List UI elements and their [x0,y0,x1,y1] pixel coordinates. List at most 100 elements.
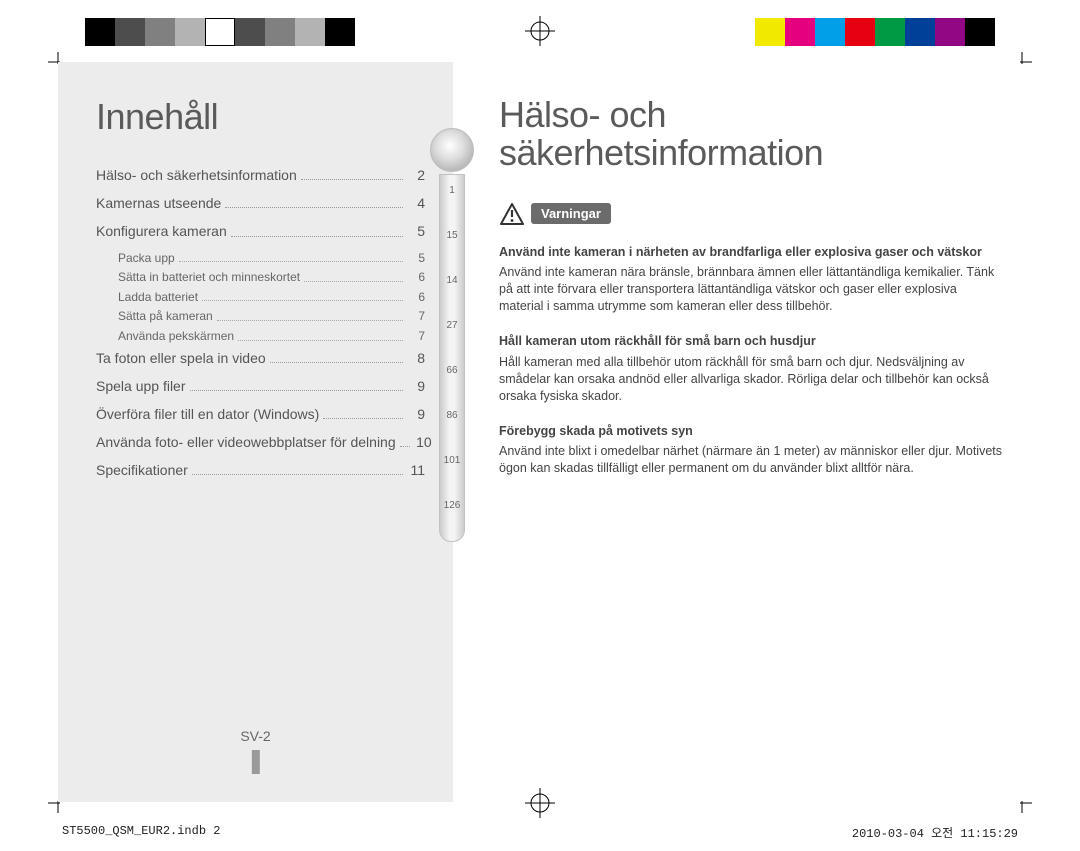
toc-leader [231,222,403,236]
dial-tick: 1 [449,185,455,196]
swatch [145,18,175,46]
toc-entry: Ta foton eller spela in video 8 [96,349,425,367]
warning-icon [499,202,525,226]
toc-page: 5 [407,222,425,240]
toc-page: 2 [407,166,425,184]
toc-leader [202,290,403,302]
toc-page: 11 [407,461,425,479]
swatch [175,18,205,46]
swatch [875,18,905,46]
toc-entry: Använda foto- eller videowebbplatser för… [96,433,425,451]
dial-graphic: 1 15 14 27 66 86 101 126 [429,128,475,648]
footer-file: ST5500_QSM_EUR2.indb 2 [62,824,220,841]
toc-label: Använda pekskärmen [118,329,234,345]
toc-entry: Använda pekskärmen 7 [96,329,425,345]
dial-tick: 126 [444,500,461,511]
toc-label: Överföra filer till en dator (Windows) [96,405,319,423]
footer-stamp: 2010-03-04 오전 11:15:29 [852,824,1018,841]
swatch [115,18,145,46]
swatch [815,18,845,46]
toc-page: 9 [407,405,425,423]
page-number: SV-2 [240,728,270,774]
toc-label: Ladda batteriet [118,290,198,306]
warning-label: Varningar [531,203,611,224]
safety-section: Förebygg skada på motivets syn Använd int… [499,423,1002,478]
dial-tick: 27 [446,320,457,331]
right-column: Hälso- och säkerhetsinformation Varninga… [453,62,1022,802]
toc-leader [225,194,403,208]
dial-tick: 101 [444,455,461,466]
toc-entry: Ladda batteriet 6 [96,290,425,306]
print-footer: ST5500_QSM_EUR2.indb 2 2010-03-04 오전 11:… [62,824,1018,841]
swatch [905,18,935,46]
section-body: Håll kameran med alla tillbehör utom räc… [499,354,1002,405]
toc-leader [217,309,403,321]
toc-entry: Spela upp filer 9 [96,377,425,395]
safety-section: Håll kameran utom räckhåll för små barn … [499,333,1002,405]
section-heading: Hälso- och säkerhetsinformation [499,96,1002,172]
toc-leader [179,251,403,263]
page-spread: Innehåll Hälso- och säkerhetsinformation… [58,62,1022,802]
toc-page: 9 [407,377,425,395]
dial-tick: 66 [446,365,457,376]
toc-entry: Överföra filer till en dator (Windows) 9 [96,405,425,423]
dial-tick: 86 [446,410,457,421]
toc-entry: Sätta in batteriet och minneskortet 6 [96,270,425,286]
toc-label: Spela upp filer [96,377,186,395]
toc-entry: Specifikationer 11 [96,461,425,479]
section-head: Använd inte kameran i närheten av brandf… [499,244,1002,261]
table-of-contents: Hälso- och säkerhetsinformation 2 Kamernas… [96,166,425,479]
toc-entry: Kamernas utseende 4 [96,194,425,212]
toc-page: 5 [407,251,425,267]
swatch [935,18,965,46]
toc-label: Sätta på kameran [118,309,213,325]
toc-label: Använda foto- eller videowebbplatser för… [96,433,396,451]
toc-leader [400,433,410,447]
warning-badge: Varningar [499,202,611,226]
toc-leader [301,166,403,180]
swatch [295,18,325,46]
toc-entry: Hälso- och säkerhetsinformation 2 [96,166,425,184]
toc-label: Kamernas utseende [96,194,221,212]
section-head: Håll kameran utom räckhåll för små barn … [499,333,1002,350]
dial-tick: 15 [446,230,457,241]
toc-leader [190,377,403,391]
toc-page: 6 [407,290,425,306]
swatch [205,18,235,46]
toc-page: 6 [407,270,425,286]
swatch [755,18,785,46]
section-body: Använd inte blixt i omedelbar närhet (nä… [499,443,1002,477]
toc-entry: Packa upp 5 [96,251,425,267]
registration-bar [0,18,1080,48]
swatch [965,18,995,46]
toc-heading: Innehåll [96,96,425,138]
toc-label: Konfigurera kameran [96,222,227,240]
toc-label: Specifikationer [96,461,188,479]
swatch [845,18,875,46]
toc-label: Packa upp [118,251,175,267]
toc-label: Sätta in batteriet och minneskortet [118,270,300,286]
swatch [85,18,115,46]
toc-page: 4 [407,194,425,212]
section-body: Använd inte kameran nära bränsle, brännb… [499,264,1002,315]
toc-leader [270,349,403,363]
swatch [785,18,815,46]
swatch [325,18,355,46]
toc-leader [192,461,403,475]
toc-page: 7 [407,309,425,325]
toc-entry: Konfigurera kameran 5 [96,222,425,240]
swatch [265,18,295,46]
toc-page: 8 [407,349,425,367]
left-column: Innehåll Hälso- och säkerhetsinformation… [58,62,453,802]
toc-label: Ta foton eller spela in video [96,349,266,367]
toc-leader [304,270,403,282]
toc-leader [323,405,403,419]
section-head: Förebygg skada på motivets syn [499,423,1002,440]
toc-label: Hälso- och säkerhetsinformation [96,166,297,184]
toc-page: 7 [407,329,425,345]
toc-entry: Sätta på kameran 7 [96,309,425,325]
dial-tick: 14 [446,275,457,286]
swatch [235,18,265,46]
toc-leader [238,329,403,341]
safety-section: Använd inte kameran i närheten av brandf… [499,244,1002,316]
